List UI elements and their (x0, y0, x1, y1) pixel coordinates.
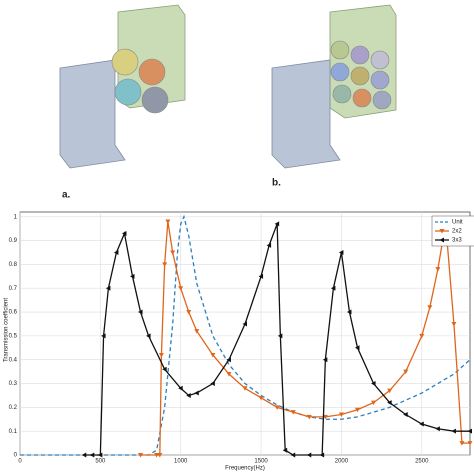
marker (338, 250, 344, 255)
y-tick-label: 0.9 (9, 238, 18, 244)
marker (130, 273, 135, 279)
marker (419, 333, 425, 339)
x-tick-label: 2000 (335, 459, 349, 465)
marker (355, 345, 360, 351)
marker (178, 286, 184, 291)
marker (306, 452, 312, 458)
marker (226, 357, 231, 363)
marker (435, 267, 441, 272)
marker (97, 452, 103, 458)
marker (113, 250, 119, 255)
marker (274, 405, 280, 410)
marker (266, 242, 272, 248)
marker (157, 453, 163, 458)
marker (322, 357, 328, 363)
marker (290, 410, 296, 415)
y-tick-label: 0.6 (9, 310, 18, 316)
marker (121, 230, 127, 236)
x-tick-label: 1000 (174, 459, 188, 465)
legend-marker (439, 229, 445, 234)
marker (355, 407, 360, 413)
illustration-a (59, 4, 186, 169)
marker (210, 352, 216, 358)
marker (194, 329, 200, 334)
y-axis-label: Transmission coefficient (4, 298, 10, 362)
marker (274, 221, 280, 227)
marker (226, 372, 232, 377)
marker (258, 273, 264, 279)
marker (467, 428, 472, 434)
marker (419, 421, 424, 427)
marker (277, 333, 283, 339)
marker (162, 366, 167, 372)
y-tick-label: 0.3 (9, 381, 18, 387)
y-tick-label: 0.1 (9, 429, 18, 435)
marker (165, 219, 171, 225)
marker (81, 452, 87, 458)
marker (387, 388, 393, 394)
marker (282, 447, 288, 453)
marker (451, 321, 457, 327)
y-tick-label: 0.5 (9, 333, 18, 339)
marker (105, 285, 111, 291)
marker (186, 392, 191, 398)
marker (186, 310, 192, 315)
marker (138, 309, 143, 315)
marker (451, 428, 456, 434)
marker (319, 452, 325, 458)
marker (387, 400, 392, 406)
marker (162, 262, 168, 267)
marker (101, 333, 106, 339)
panel-label: b. (272, 178, 281, 189)
illustration-b (271, 4, 397, 169)
marker (427, 305, 433, 310)
marker (258, 395, 264, 401)
x-tick-label: 500 (95, 459, 106, 465)
x-tick-label: 1500 (254, 459, 268, 465)
marker (194, 390, 199, 396)
marker (403, 412, 408, 417)
y-tick-label: 0 (14, 453, 18, 459)
legend-label: Unit (452, 220, 463, 226)
y-tick-label: 0.8 (9, 262, 18, 268)
marker (459, 441, 465, 446)
marker (306, 414, 312, 420)
marker (467, 441, 473, 446)
marker (138, 453, 144, 458)
marker (338, 412, 344, 417)
plot-area (19, 211, 471, 456)
marker (158, 352, 164, 358)
marker (371, 381, 376, 387)
marker (371, 400, 377, 406)
marker (242, 386, 248, 391)
marker (290, 452, 296, 458)
x-tick-label: 2500 (415, 459, 429, 465)
y-tick-label: 1 (14, 214, 18, 220)
marker (435, 426, 440, 432)
marker (178, 385, 183, 391)
x-tick-label: 0 (18, 459, 22, 465)
x-axis-label: Frequency(Hz) (225, 466, 265, 472)
panel-label: a. (62, 190, 71, 201)
legend-label: 3x3 (452, 238, 462, 244)
marker (403, 369, 409, 375)
marker (346, 309, 352, 315)
marker (170, 250, 176, 255)
marker (210, 381, 215, 387)
y-tick-label: 0.4 (9, 357, 18, 363)
series-line (20, 214, 471, 456)
y-tick-label: 0.7 (9, 286, 18, 292)
marker (89, 452, 95, 458)
legend-label: 2x2 (452, 229, 462, 235)
legend-marker (439, 237, 444, 243)
marker (146, 333, 151, 339)
marker (154, 453, 160, 458)
marker (330, 285, 336, 291)
marker (242, 321, 247, 327)
y-tick-label: 0.2 (9, 405, 18, 411)
